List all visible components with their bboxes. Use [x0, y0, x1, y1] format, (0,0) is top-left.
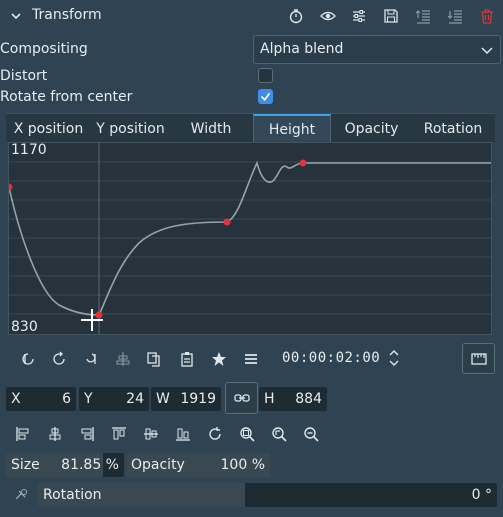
effect-title: Transform — [32, 7, 102, 23]
rotation-label: Rotation — [43, 487, 102, 503]
x-field[interactable]: X 6 — [6, 387, 76, 411]
distort-checkbox[interactable] — [258, 68, 273, 83]
zoom-fit-icon[interactable] — [238, 425, 256, 443]
h-field-value: 884 — [295, 391, 322, 407]
compositing-value: Alpha blend — [260, 41, 344, 57]
timecode-spinner-icon[interactable] — [388, 348, 400, 368]
ruler-button[interactable] — [462, 343, 495, 374]
y-field-value: 24 — [126, 391, 144, 407]
y-field-label: Y — [84, 391, 93, 407]
keyframe-point[interactable] — [299, 159, 307, 167]
rotation-slider[interactable]: Rotation 0 ° — [38, 483, 497, 507]
ruler-icon — [470, 352, 487, 365]
next-keyframe-icon[interactable] — [82, 350, 100, 368]
opacity-slider-fill — [126, 453, 270, 477]
keyframe-point[interactable] — [223, 218, 231, 226]
chevron-down-icon — [480, 43, 494, 57]
keyframe-curve — [9, 160, 491, 316]
rotate-center-label: Rotate from center — [0, 89, 133, 105]
timecode-display[interactable]: 00:00:02:00 — [282, 350, 381, 366]
y-axis-min-label: 830 — [11, 319, 38, 335]
align-keyframe-icon[interactable] — [114, 350, 132, 368]
zoom-in-icon[interactable] — [270, 425, 288, 443]
copy-icon[interactable] — [145, 350, 163, 368]
checkmark-icon — [260, 92, 271, 101]
tab-rotation[interactable]: Rotation — [423, 120, 483, 137]
save-icon[interactable] — [381, 6, 401, 26]
tab-x-position[interactable]: X position — [13, 120, 84, 137]
rotation-keyframe-icon[interactable] — [12, 486, 30, 504]
opacity-slider[interactable]: Opacity 100 % — [126, 453, 270, 477]
tab-opacity[interactable]: Opacity — [344, 120, 399, 137]
rotate-center-checkbox[interactable] — [258, 89, 273, 104]
tab-width[interactable]: Width — [190, 120, 232, 137]
keyframe-curve-canvas[interactable] — [9, 143, 491, 334]
eye-icon[interactable] — [318, 6, 338, 26]
timer-icon[interactable] — [286, 6, 306, 26]
w-field[interactable]: W 1919 — [151, 387, 221, 411]
w-field-value: 1919 — [180, 391, 216, 407]
parameter-tabs: X position Y position Width Height Opaci… — [6, 113, 495, 143]
crosshair-cursor-icon — [81, 309, 103, 331]
previous-keyframe-icon[interactable] — [20, 350, 38, 368]
align-right-icon[interactable] — [78, 425, 96, 443]
x-field-label: X — [11, 391, 21, 407]
link-aspect-button[interactable] — [225, 382, 258, 414]
h-field[interactable]: H 884 — [259, 387, 327, 411]
compositing-select[interactable]: Alpha blend — [253, 35, 501, 64]
opacity-value: 100 % — [220, 457, 265, 473]
align-vcenter-icon[interactable] — [142, 425, 160, 443]
trash-icon[interactable] — [477, 6, 497, 26]
effect-header: Transform — [0, 0, 503, 32]
keyframe-point[interactable] — [9, 183, 13, 191]
expand-list-icon[interactable] — [445, 6, 465, 26]
reset-rotation-icon[interactable] — [206, 425, 224, 443]
collapse-list-icon[interactable] — [413, 6, 433, 26]
opacity-label: Opacity — [131, 457, 185, 473]
w-field-label: W — [156, 391, 170, 407]
add-keyframe-icon[interactable] — [50, 350, 68, 368]
tab-height[interactable]: Height — [253, 114, 331, 143]
tab-y-position[interactable]: Y position — [96, 120, 165, 137]
x-field-value: 6 — [62, 391, 71, 407]
menu-icon[interactable] — [242, 350, 260, 368]
keyframe-point[interactable] — [95, 311, 103, 319]
distort-label: Distort — [0, 68, 48, 84]
collapse-chevron-icon[interactable] — [10, 10, 22, 22]
compositing-label: Compositing — [0, 41, 88, 57]
h-field-label: H — [264, 391, 275, 407]
y-axis-max-label: 1170 — [11, 142, 47, 158]
align-hcenter-icon[interactable] — [46, 425, 64, 443]
size-value: 81.85 % — [61, 457, 119, 473]
keyframe-graph[interactable]: 1170 830 — [8, 142, 492, 335]
align-left-icon[interactable] — [14, 425, 32, 443]
y-field[interactable]: Y 24 — [79, 387, 149, 411]
star-icon[interactable] — [210, 350, 228, 368]
zoom-out-icon[interactable] — [302, 425, 320, 443]
rotation-value: 0 ° — [471, 487, 492, 503]
size-slider-fill — [6, 453, 103, 477]
link-icon — [233, 394, 250, 402]
size-label: Size — [11, 457, 40, 473]
paste-icon[interactable] — [178, 350, 196, 368]
rotation-slider-fill — [38, 483, 245, 507]
align-bottom-icon[interactable] — [174, 425, 192, 443]
align-top-icon[interactable] — [110, 425, 128, 443]
sliders-icon[interactable] — [349, 6, 369, 26]
size-slider[interactable]: Size 81.85 % — [6, 453, 124, 477]
